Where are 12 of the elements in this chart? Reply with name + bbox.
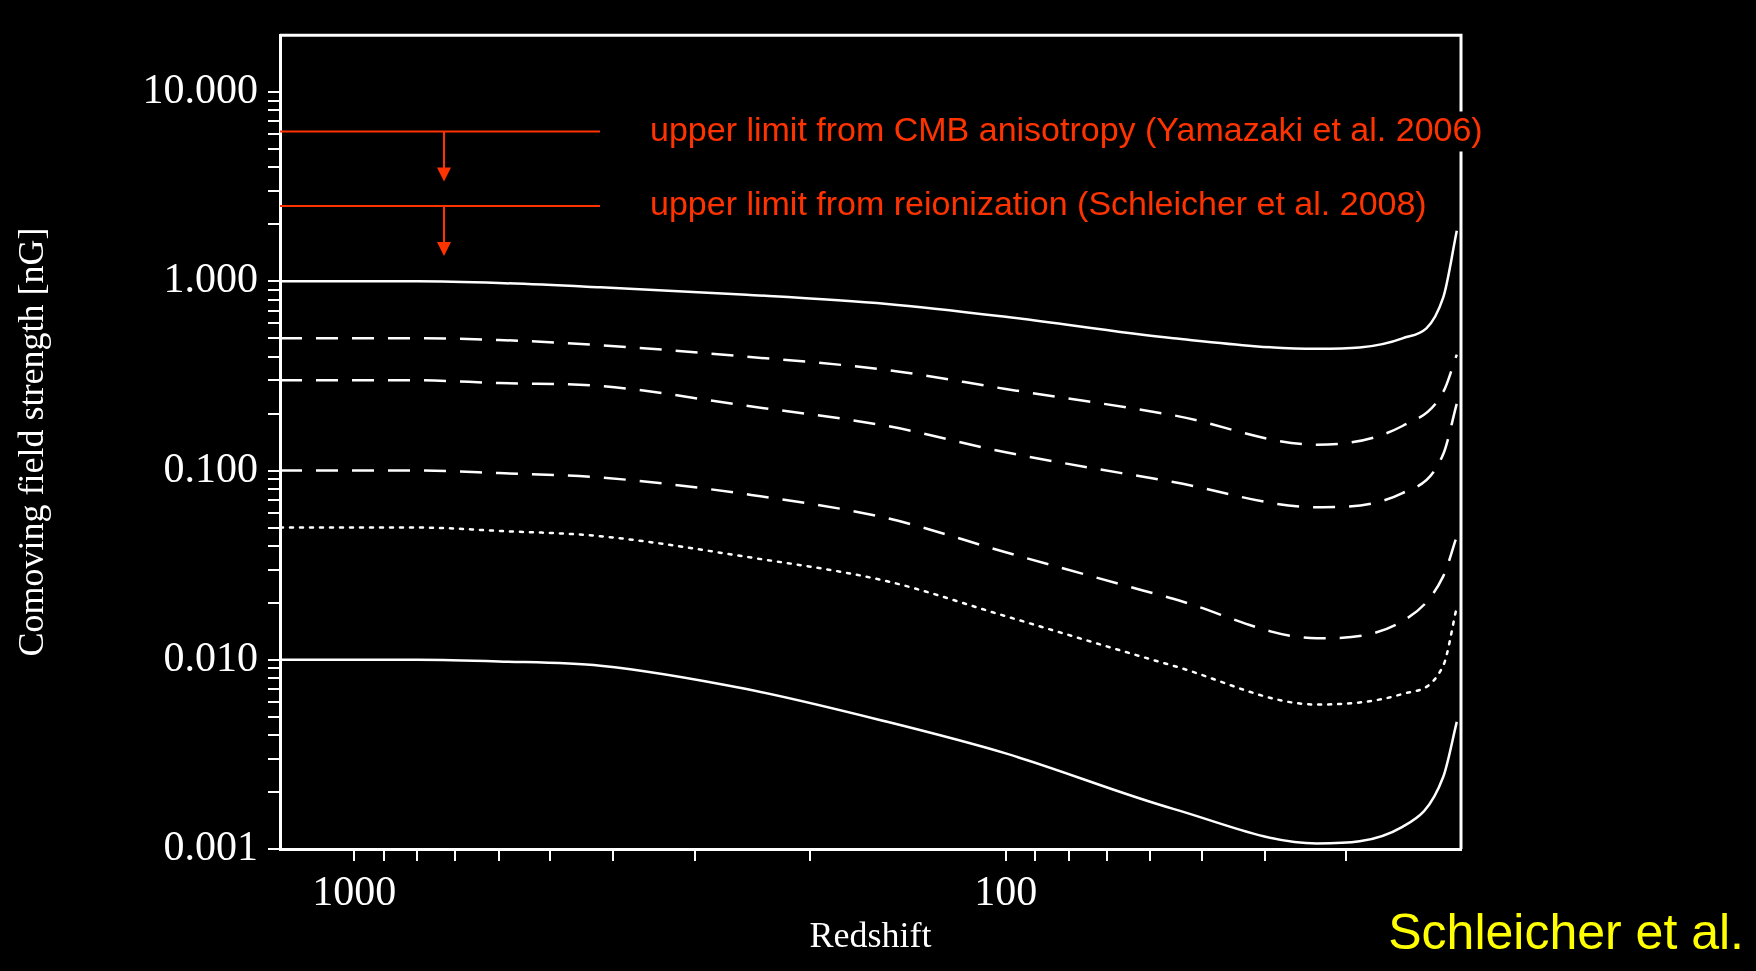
y-tick-label: 10.000 [142,66,258,113]
y-tick-label: 0.001 [163,823,258,870]
y-axis-title: Comoving field strength [nG] [11,227,52,657]
ref-line-label: upper limit from CMB anisotropy (Yamazaki et al. 2006) [650,109,1483,148]
ref-line-label: upper limit from reionization (Schleicher et al. 2008) [650,184,1427,223]
x-axis-title: Redshift [809,914,932,955]
x-tick-label: 100 [974,868,1038,915]
x-tick-label: 1000 [312,868,397,915]
y-tick-label: 1.000 [163,255,258,302]
y-tick-label: 0.100 [163,444,258,491]
y-tick-label: 0.010 [163,633,258,680]
text: Schleicher et al. [1388,903,1744,961]
